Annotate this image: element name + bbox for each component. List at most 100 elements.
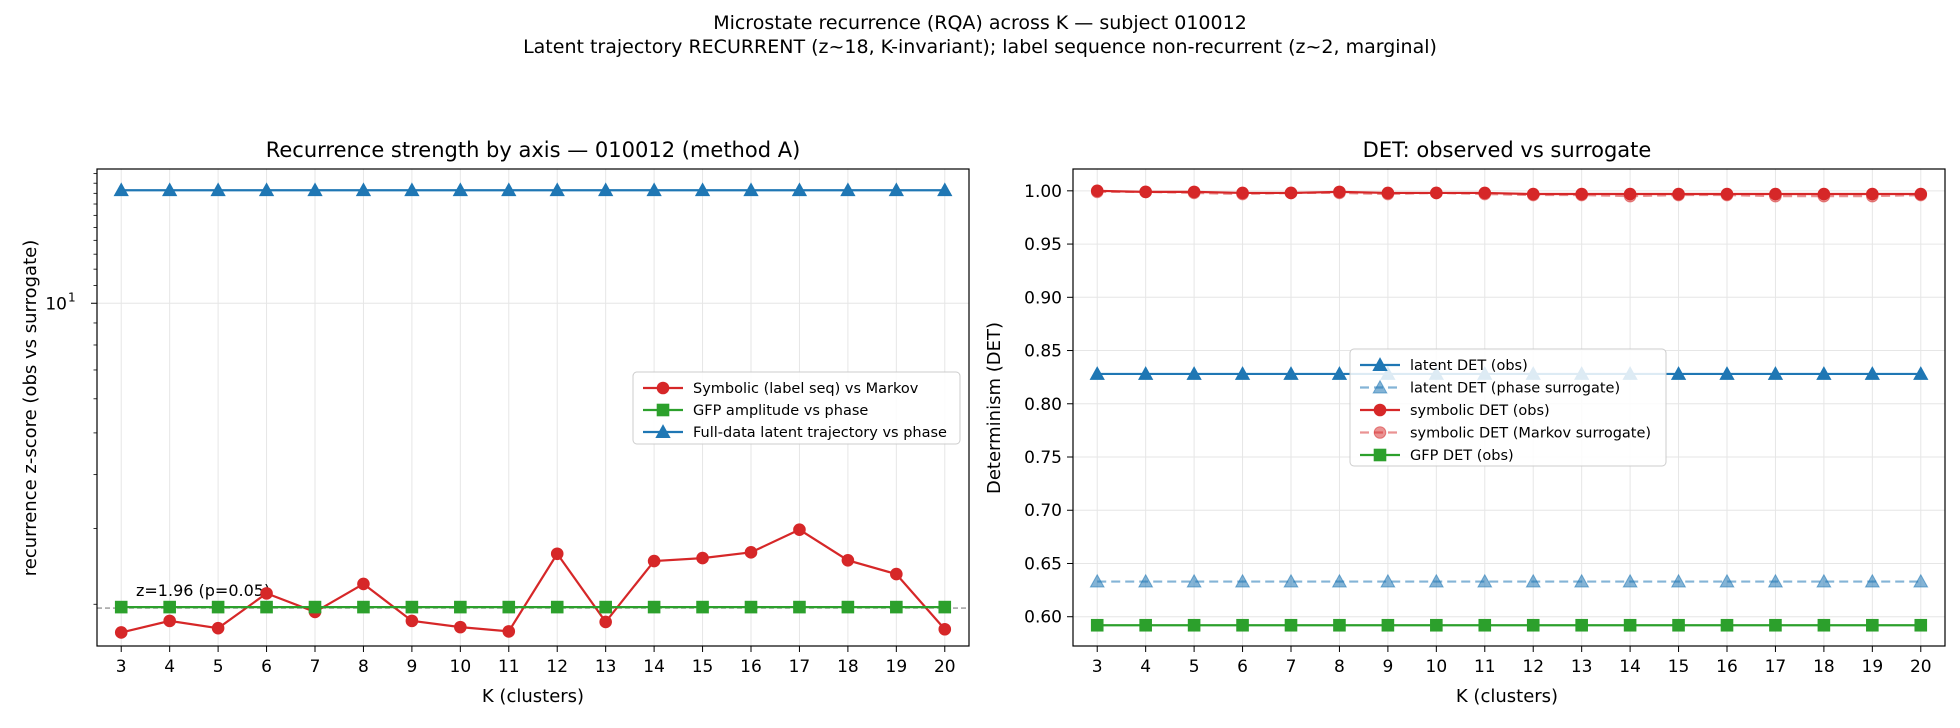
left-chart: Recurrence strength by axis — 010012 (me… <box>20 138 970 707</box>
left-data-point <box>793 523 806 536</box>
left-x-tick-label: 20 <box>934 657 956 677</box>
right-legend-label: GFP DET (obs) <box>1410 448 1514 464</box>
left-data-point <box>696 551 709 565</box>
left-x-tick-label: 9 <box>406 657 417 677</box>
left-data-point <box>211 621 225 635</box>
right-data-point <box>1478 618 1492 632</box>
right-x-tick-label: 4 <box>1140 657 1151 677</box>
right-data-point <box>1574 573 1590 588</box>
right-data-point <box>1380 573 1396 588</box>
left-data-point <box>114 600 128 614</box>
right-data-point <box>1767 573 1784 588</box>
right-data-point <box>1670 366 1687 380</box>
left-data-point <box>599 600 612 614</box>
left-data-point <box>890 567 903 581</box>
left-data-point <box>647 554 661 568</box>
right-x-tick-label: 16 <box>1716 657 1738 677</box>
left-data-point <box>938 600 952 614</box>
left-data-point <box>405 600 419 614</box>
left-legend-marker <box>656 381 670 395</box>
left-data-point <box>114 626 128 639</box>
right-data-point <box>1720 618 1734 632</box>
right-y-tick-label: 0.80 <box>1024 395 1062 415</box>
left-data-point <box>404 182 420 197</box>
right-data-point <box>1816 366 1832 380</box>
right-data-point <box>1914 618 1928 632</box>
right-x-tick-label: 10 <box>1426 657 1448 677</box>
right-data-point <box>1817 618 1831 632</box>
right-data-point <box>1139 618 1152 632</box>
left-x-tick-label: 19 <box>886 657 908 677</box>
right-data-point <box>1864 366 1880 380</box>
right-data-point <box>1767 366 1784 380</box>
left-x-tick-label: 13 <box>595 657 617 677</box>
left-data-point <box>549 182 565 197</box>
left-legend-label: Symbolic (label seq) vs Markov <box>693 381 919 397</box>
right-plot-frame <box>1072 168 1946 647</box>
right-data-point <box>1816 573 1832 588</box>
left-data-point <box>355 182 372 197</box>
left-data-point <box>452 182 468 197</box>
right-legend-label: latent DET (obs) <box>1410 358 1528 374</box>
right-x-tick-label: 19 <box>1862 657 1884 677</box>
right-legend-label: latent DET (phase surrogate) <box>1410 381 1620 397</box>
right-data-point <box>1089 573 1105 588</box>
right-data-point <box>1236 187 1249 201</box>
right-data-point <box>1139 185 1152 199</box>
right-data-point <box>1672 188 1685 202</box>
left-data-point <box>791 182 808 197</box>
left-data-point <box>163 614 176 628</box>
right-legend-marker <box>1373 448 1387 462</box>
right-data-point <box>1670 573 1687 588</box>
right-data-point <box>1331 366 1348 380</box>
right-legend-marker <box>1373 403 1387 417</box>
left-data-point <box>598 182 614 197</box>
right-data-point <box>1186 366 1202 380</box>
left-data-point <box>308 600 322 614</box>
left-data-point <box>211 600 225 614</box>
left-y-tick-label: 10 <box>45 294 67 314</box>
right-data-point <box>1331 573 1348 588</box>
right-x-tick-label: 5 <box>1189 657 1200 677</box>
right-data-point <box>1913 573 1929 588</box>
right-data-point <box>1864 573 1880 588</box>
right-legend-frame <box>1349 348 1667 467</box>
right-legend: latent DET (obs) latent DET (phase surrog… <box>1349 348 1667 467</box>
right-data-point <box>1769 618 1782 632</box>
right-y-axis-label: Determinism (DET) <box>984 322 1005 494</box>
right-y-tick-label: 0.70 <box>1024 501 1062 521</box>
right-legend-label: symbolic DET (Markov surrogate) <box>1410 426 1651 442</box>
left-series-line-0 <box>120 528 946 634</box>
left-plot-frame <box>96 168 970 647</box>
right-data-point <box>1769 189 1782 203</box>
right-data-point <box>1866 618 1879 632</box>
left-data-point <box>647 600 661 614</box>
figure-title-line2: Latent trajectory RECURRENT (z~18, K-inv… <box>523 36 1437 58</box>
left-chart-title: Recurrence strength by axis — 010012 (me… <box>266 138 801 162</box>
left-x-tick-label: 5 <box>213 657 224 677</box>
left-data-point <box>307 182 323 197</box>
left-data-point <box>743 182 759 197</box>
right-data-point <box>1623 189 1637 203</box>
left-data-point <box>260 587 273 600</box>
right-data-point <box>1720 188 1734 202</box>
left-data-point <box>260 600 273 614</box>
right-x-tick-label: 3 <box>1092 657 1103 677</box>
left-x-tick-label: 4 <box>164 657 175 677</box>
right-data-point <box>1622 573 1638 588</box>
right-series-line-3 <box>1097 190 1921 198</box>
right-x-tick-label: 7 <box>1286 657 1297 677</box>
right-legend-marker <box>1372 357 1388 371</box>
right-chart-title: DET: observed vs surrogate <box>1363 138 1652 162</box>
right-x-tick-label: 14 <box>1619 657 1641 677</box>
left-data-point <box>694 182 711 197</box>
right-data-point <box>1333 618 1346 632</box>
figure-title-line1: Microstate recurrence (RQA) across K — s… <box>713 12 1247 34</box>
left-data-point <box>454 620 467 634</box>
right-data-point <box>1381 618 1395 632</box>
left-data-point <box>938 622 952 636</box>
left-x-tick-label: 18 <box>837 657 859 677</box>
left-y-axis-label: recurrence z-score (obs vs surrogate) <box>20 240 41 577</box>
left-data-point <box>841 600 855 614</box>
left-x-tick-label: 10 <box>450 657 472 677</box>
